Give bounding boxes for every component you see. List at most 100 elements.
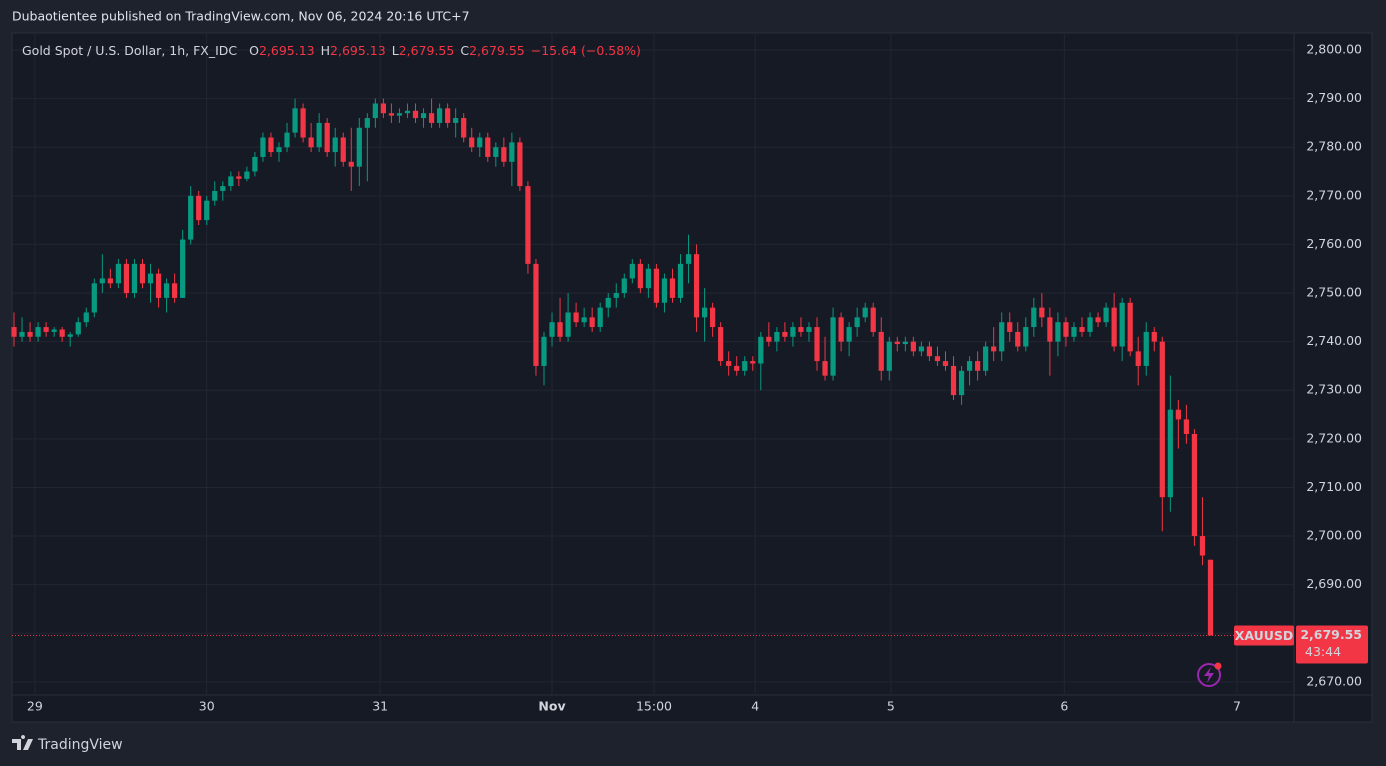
- candle-body: [822, 361, 828, 376]
- candle-body: [645, 268, 651, 289]
- candle-body: [59, 329, 65, 337]
- candle-body: [774, 331, 780, 342]
- candle-body: [798, 327, 804, 332]
- y-tick-label: 2,670.00: [1306, 673, 1362, 688]
- candle-body: [1023, 327, 1029, 347]
- brand: TradingView: [12, 735, 123, 753]
- x-tick-label: 30: [199, 699, 215, 714]
- x-tick-label: 15:00: [636, 699, 672, 714]
- symbol-tag-text: XAUUSD: [1235, 628, 1294, 643]
- x-tick-label: Nov: [538, 699, 565, 714]
- y-tick-label: 2,700.00: [1306, 528, 1362, 543]
- candle-body: [428, 113, 435, 123]
- candle-body: [1191, 433, 1198, 537]
- candle-body: [509, 142, 515, 162]
- price-tag: [1296, 625, 1368, 664]
- candle-body: [597, 307, 603, 328]
- symbol: Gold Spot / U.S. Dollar, 1h, FX_IDC: [22, 43, 237, 58]
- candle-body: [573, 312, 579, 323]
- candle-body: [1135, 351, 1141, 366]
- candle-body: [677, 263, 684, 298]
- ohlc-value: 2,695.13: [259, 43, 315, 58]
- candle-body: [115, 263, 122, 284]
- candle-body: [653, 268, 660, 303]
- candle-body: [35, 327, 41, 337]
- symbol-tag: [1234, 625, 1294, 646]
- candle-body: [412, 110, 419, 119]
- price-tag-countdown: 43:44: [1305, 644, 1341, 659]
- candle-body: [268, 137, 274, 153]
- candle-body: [750, 361, 756, 364]
- candle-body: [445, 108, 451, 123]
- candle-body: [372, 103, 378, 119]
- candle-body: [236, 176, 242, 179]
- candle-body: [854, 317, 860, 328]
- candle-body: [902, 341, 908, 345]
- y-tick-label: 2,710.00: [1306, 479, 1362, 494]
- candle-body: [1063, 322, 1069, 337]
- candle-body: [276, 147, 282, 153]
- candle-body: [918, 346, 925, 352]
- candle-body: [420, 113, 427, 119]
- candle-body: [1199, 536, 1206, 556]
- candle-body: [517, 142, 523, 187]
- candle-body: [557, 322, 563, 337]
- candle-body: [693, 254, 700, 318]
- candle-body: [1207, 559, 1214, 636]
- candle-body: [605, 297, 611, 308]
- candle-body: [758, 336, 764, 364]
- candle-body: [685, 254, 692, 264]
- ohlc-key: O: [249, 43, 259, 58]
- candle-body: [629, 263, 635, 279]
- candle-body: [1087, 317, 1093, 332]
- labels: 2,670.002,680.002,690.002,700.002,710.00…: [27, 42, 1368, 714]
- price-tag-value: 2,679.55: [1300, 627, 1362, 642]
- candle-body: [220, 186, 226, 191]
- candle-body: [155, 273, 162, 298]
- candle-body: [388, 113, 395, 116]
- candle-body: [51, 329, 57, 332]
- candle-body: [926, 346, 933, 357]
- candle-body: [830, 317, 836, 376]
- candle-body: [212, 190, 218, 201]
- candle-body: [396, 113, 403, 116]
- x-tick-label: 4: [751, 699, 759, 714]
- candle-body: [292, 108, 298, 133]
- candle-body: [436, 108, 443, 123]
- y-tick-label: 2,760.00: [1306, 236, 1362, 251]
- candles: [11, 98, 1294, 636]
- candle-body: [501, 147, 507, 162]
- candle-body: [983, 346, 989, 371]
- candle-body: [67, 334, 73, 337]
- candle-body: [934, 356, 941, 362]
- y-tick-label: 2,780.00: [1306, 139, 1362, 154]
- candle-body: [942, 361, 949, 366]
- candle-body: [790, 327, 796, 337]
- candle-body: [991, 346, 997, 352]
- candle-body: [404, 110, 411, 114]
- candle-body: [107, 278, 113, 284]
- candle-body: [1175, 409, 1181, 420]
- candle-body: [300, 108, 306, 138]
- candle-body: [726, 361, 732, 366]
- candle-body: [1151, 331, 1157, 342]
- candle-body: [316, 122, 322, 148]
- candle-body: [228, 176, 234, 187]
- candle-body: [581, 317, 587, 323]
- candle-body: [862, 307, 868, 318]
- candle-body: [139, 263, 146, 284]
- candle-body: [1031, 307, 1037, 328]
- candle-body: [461, 118, 467, 138]
- candle-body: [1127, 302, 1133, 352]
- candle-body: [477, 137, 483, 148]
- y-tick-label: 2,740.00: [1306, 333, 1362, 348]
- candle-body: [999, 322, 1005, 352]
- y-tick-label: 2,770.00: [1306, 187, 1362, 202]
- candle-body: [364, 118, 370, 128]
- candle-body: [43, 327, 49, 332]
- candle-body: [533, 263, 539, 366]
- candle-body: [1079, 327, 1085, 332]
- candle-body: [75, 322, 81, 335]
- candle-body: [19, 331, 25, 337]
